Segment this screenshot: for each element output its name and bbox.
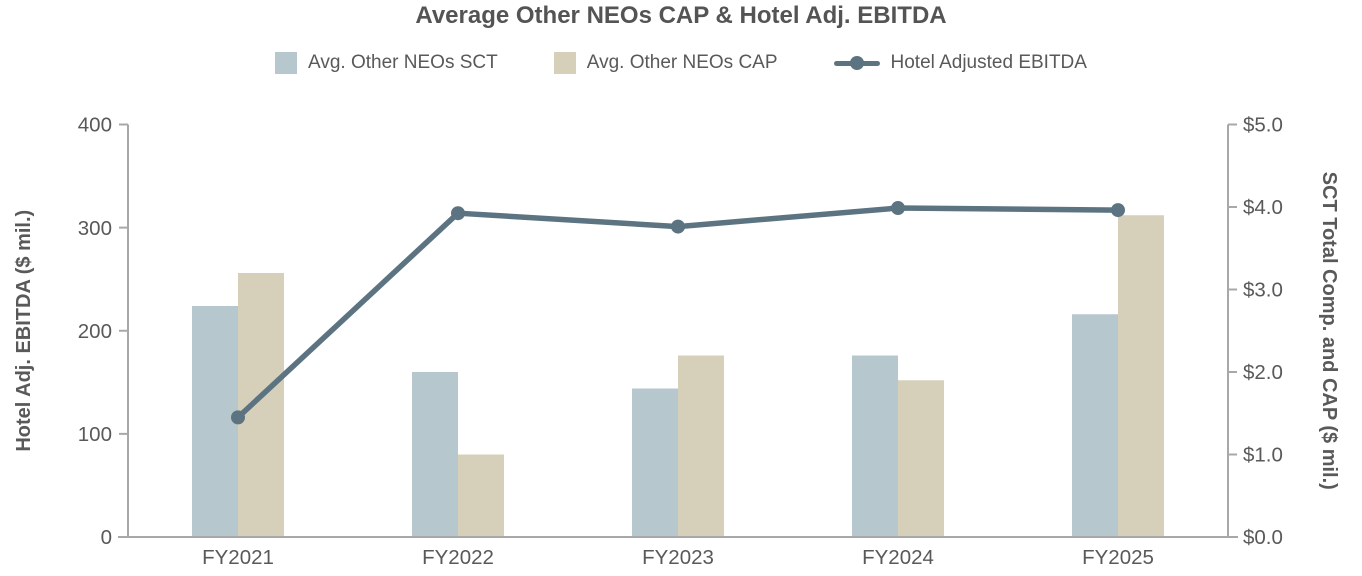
bar-sct-FY2023: [632, 388, 678, 537]
bar-cap-FY2024: [898, 380, 944, 537]
ebitda-point-FY2023: [671, 219, 685, 234]
legend-label-cap: Avg. Other NEOs CAP: [586, 52, 778, 73]
chart-title: Average Other NEOs CAP & Hotel Adj. EBIT…: [415, 2, 947, 29]
left-tick-label-300: 300: [78, 217, 112, 240]
x-label-FY2025: FY2025: [1082, 546, 1154, 569]
ebitda-point-FY2022: [451, 206, 465, 221]
right-tick-label-$2.0: $2.0: [1243, 361, 1283, 384]
bar-cap-FY2022: [458, 454, 504, 537]
bar-sct-FY2021: [192, 306, 238, 537]
line-swatch-dot: [849, 56, 864, 70]
bar-cap-FY2021: [238, 273, 284, 537]
bar-cap-FY2023: [678, 355, 724, 537]
legend-item-sct: Avg. Other NEOs SCT: [275, 52, 498, 74]
right-tick-label-$5.0: $5.0: [1243, 114, 1283, 137]
bar-sct-FY2024: [852, 355, 898, 537]
x-label-FY2024: FY2024: [862, 546, 934, 569]
right-tick-label-$1.0: $1.0: [1243, 444, 1283, 467]
x-label-FY2021: FY2021: [202, 546, 274, 569]
x-label-FY2023: FY2023: [642, 546, 714, 569]
left-tick-label-0: 0: [101, 526, 112, 549]
right-tick-label-$4.0: $4.0: [1243, 196, 1283, 219]
legend-label-sct: Avg. Other NEOs SCT: [308, 52, 498, 73]
left-tick-label-400: 400: [78, 114, 112, 137]
legend-label-ebitda: Hotel Adjusted EBITDA: [890, 52, 1087, 73]
line-swatch-icon: [833, 52, 880, 74]
ebitda-point-FY2021: [231, 410, 245, 425]
bar-cap-FY2025: [1118, 215, 1164, 537]
bar-sct-FY2025: [1072, 314, 1118, 537]
cap-swatch-icon: [553, 52, 576, 74]
right-axis-title: SCT Total Comp. and CAP ($ mil.): [1318, 172, 1340, 490]
legend: Avg. Other NEOs SCT Avg. Other NEOs CAP …: [0, 52, 1362, 74]
right-tick-label-$3.0: $3.0: [1243, 279, 1283, 302]
right-tick-label-$0.0: $0.0: [1243, 526, 1283, 549]
bar-sct-FY2022: [412, 372, 458, 537]
left-tick-label-200: 200: [78, 320, 112, 343]
legend-item-ebitda: Hotel Adjusted EBITDA: [833, 52, 1087, 74]
ebitda-point-FY2024: [891, 201, 905, 216]
x-label-FY2022: FY2022: [422, 546, 494, 569]
left-tick-label-100: 100: [78, 423, 112, 446]
left-axis-title: Hotel Adj. EBITDA ($ mil.): [13, 210, 35, 452]
sct-swatch-icon: [275, 52, 298, 74]
ebitda-point-FY2025: [1111, 203, 1125, 218]
legend-item-cap: Avg. Other NEOs CAP: [553, 52, 778, 74]
